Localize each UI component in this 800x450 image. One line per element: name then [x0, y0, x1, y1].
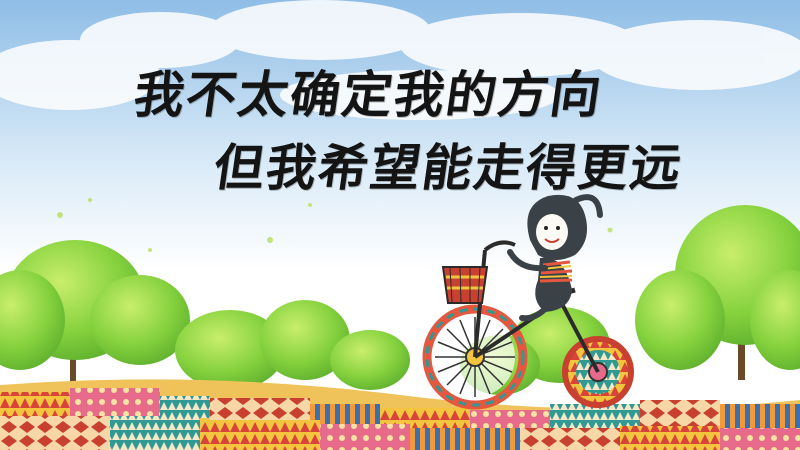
poster-line-1: 我不太确定我的方向 — [130, 65, 607, 124]
poster-line-2: 但我希望能走得更远 — [210, 138, 687, 197]
tree-icon — [0, 240, 410, 390]
cloud-icon — [0, 0, 800, 120]
bicycle-icon — [422, 240, 634, 410]
basket-icon — [441, 266, 489, 304]
patchwork-ground — [0, 379, 800, 450]
character-icon — [507, 194, 603, 322]
